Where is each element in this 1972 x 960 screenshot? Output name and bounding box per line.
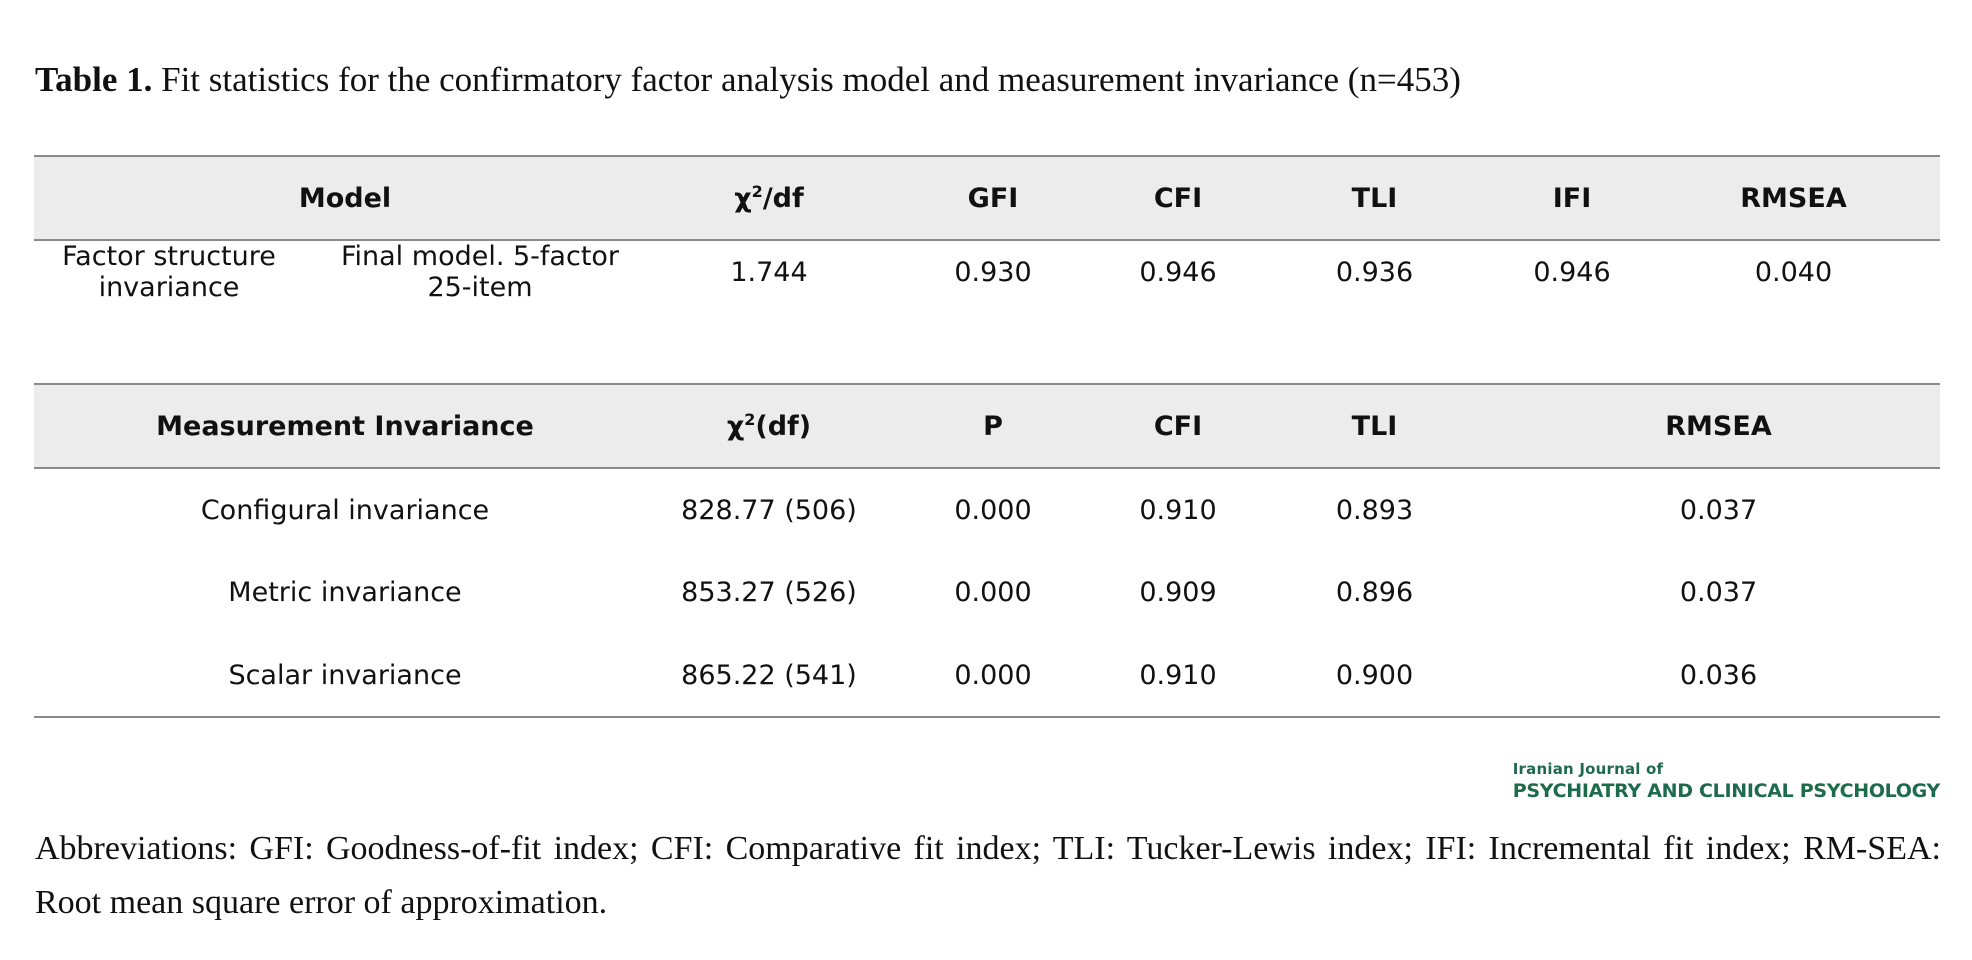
cell-rmsea: 0.037 [1679,494,1758,526]
cell-model-line2: 25-item [427,272,533,303]
cell-model-line1: Final model. 5-factor [340,241,620,272]
header-chi-symbol: χ [734,182,752,214]
cell-gfi: 0.930 [954,256,1032,288]
header-rmsea: RMSEA [1497,383,1940,469]
cell-invariance-name: Scalar invariance [34,634,656,718]
cell-p: 0.000 [954,577,1032,608]
cell-tli: 0.893 [1335,494,1414,526]
cell-rmsea: 0.040 [1754,256,1833,288]
cell-rmsea: 0.037 [1679,577,1758,608]
header-tli: TLI [1252,383,1497,469]
table-caption-label: Table 1. [35,60,153,99]
header-chi-df: χ2/df [656,155,882,241]
header-ifi: IFI [1497,155,1647,241]
cell-ifi: 0.946 [1533,256,1611,288]
cell-category: Factor structure invariance [34,240,304,303]
cell-chi-df: 1.744 [730,256,808,288]
cell-cfi: 0.910 [1139,494,1217,526]
table-caption-text: Fit statistics for the confirmatory fact… [161,60,1461,99]
header-model: Model [34,155,656,241]
header-chi-df: χ2(df) [656,383,882,469]
header-chi-superscript: 2 [744,409,756,429]
invariance-table-header-row: Measurement Invariance χ2(df) P CFI TLI … [34,383,1940,469]
header-chi-symbol: χ [726,410,745,442]
cell-category-line1: Factor structure [62,241,276,272]
journal-logo-line1: Iranian Journal of [1512,760,1664,778]
cell-invariance-name: Configural invariance [200,494,490,526]
journal-logo-line2: PSYCHIATRY AND CLINICAL PSYCHOLOGY [1512,780,1941,802]
table-row: Metric invariance 853.27 (526) 0.000 0.9… [34,551,1940,634]
header-tli: TLI [1252,155,1497,241]
cell-rmsea: 0.036 [1497,634,1940,718]
cell-chi-df: 853.27 (526) [681,577,857,608]
table-row: Factor structure invariance Final model. … [34,240,1940,303]
cell-cfi: 0.910 [1104,634,1252,718]
cell-p: 0.000 [954,494,1032,526]
fit-table-header-row: Model χ2/df GFI CFI TLI IFI RMSEA [34,155,1940,241]
table-row: Configural invariance 828.77 (506) 0.000… [34,468,1940,551]
table-row: Scalar invariance 865.22 (541) 0.000 0.9… [34,634,1940,718]
cell-invariance-name: Metric invariance [228,577,462,608]
header-cfi: CFI [1104,383,1252,469]
header-p: P [882,383,1104,469]
abbreviations-footnote: Abbreviations: GFI: Goodness-of-fit inde… [35,830,1941,921]
cell-category-line2: invariance [98,272,240,303]
measurement-invariance-table: Measurement Invariance χ2(df) P CFI TLI … [34,383,1940,718]
cell-tli: 0.896 [1335,577,1414,608]
cell-model: Final model. 5-factor 25-item [304,240,656,303]
cell-p: 0.000 [882,634,1104,718]
table-caption: Table 1. Fit statistics for the confirma… [35,60,1461,100]
header-rmsea: RMSEA [1647,155,1940,241]
header-gfi: GFI [882,155,1104,241]
header-chi-superscript: 2 [751,181,763,201]
cell-tli: 0.936 [1335,256,1414,288]
header-cfi: CFI [1104,155,1252,241]
cell-chi-df: 828.77 (506) [681,494,857,526]
journal-logo: Iranian Journal of PSYCHIATRY AND CLINIC… [1512,760,1941,802]
header-measurement-invariance: Measurement Invariance [34,383,656,469]
cell-cfi: 0.946 [1139,256,1217,288]
fit-statistics-table: Model χ2/df GFI CFI TLI IFI RMSEA Factor… [34,155,1940,303]
cell-chi-df: 865.22 (541) [656,634,882,718]
header-chi-rest: (df) [755,410,812,442]
cell-tli: 0.900 [1252,634,1497,718]
cell-cfi: 0.909 [1139,577,1217,608]
header-chi-rest: /df [762,182,804,214]
